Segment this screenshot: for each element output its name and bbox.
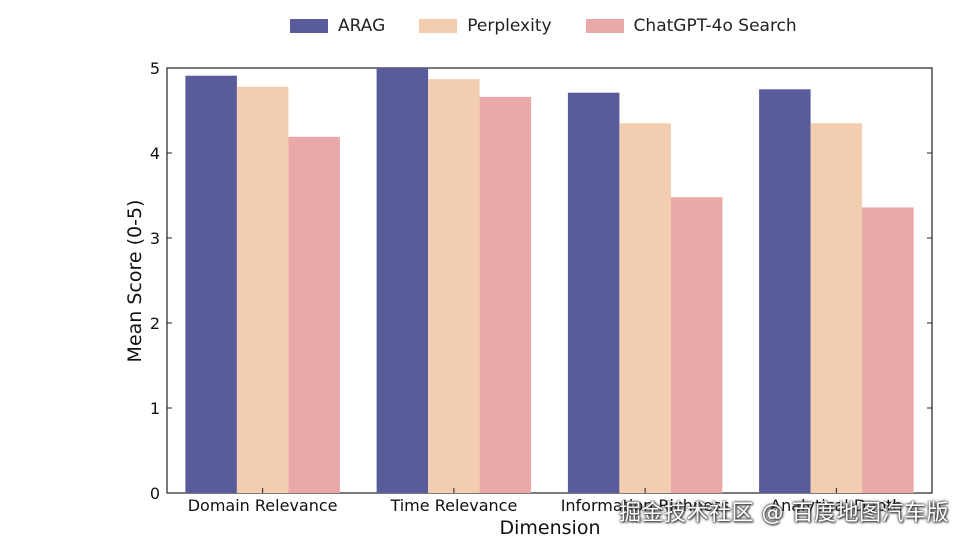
x-axis-label: Dimension [500, 517, 601, 539]
bar-perplexity-1 [428, 79, 480, 493]
bar-chatgpt-4o-search-1 [479, 96, 532, 494]
bar-arag-2 [567, 92, 620, 493]
y-tick-label: 4 [150, 144, 160, 163]
x-tick-label: Domain Relevance [188, 496, 338, 515]
y-tick-label: 3 [150, 229, 160, 248]
bar-arag-1 [376, 68, 429, 493]
legend-swatch-arag [290, 19, 328, 33]
watermark: 掘金技术社区 @ 百度地图汽车版 [619, 501, 949, 526]
legend: ARAG Perplexity ChatGPT-4o Search [290, 14, 831, 38]
bar-chatgpt-4o-search-3 [862, 207, 914, 493]
legend-label-chatgpt: ChatGPT-4o Search [633, 16, 797, 36]
legend-item-arag: ARAG [290, 16, 385, 36]
legend-swatch-perplexity [419, 19, 458, 33]
axes-frame [166, 67, 933, 494]
y-tick-label: 1 [150, 399, 160, 418]
legend-swatch-chatgpt [585, 19, 624, 33]
x-tick-label: Time Relevance [389, 496, 517, 515]
x-tick-label: Analytical Depth [770, 496, 902, 515]
bar-perplexity-0 [236, 86, 289, 493]
x-ticks: Domain Relevance Time Relevance Informatio… [188, 488, 903, 515]
y-tick-label: 2 [150, 314, 160, 333]
legend-label-perplexity: Perplexity [467, 16, 552, 36]
legend-item-chatgpt: ChatGPT-4o Search [585, 16, 797, 36]
x-tick-label: Information Richness [561, 496, 730, 515]
bar-perplexity-2 [619, 123, 671, 494]
bar-chatgpt-4o-search-2 [670, 197, 723, 493]
bar-chatgpt-4o-search-0 [288, 136, 340, 494]
y-tick-label: 5 [150, 59, 160, 78]
plot-frame [166, 67, 933, 494]
y-ticks: 0 1 2 3 4 5 [150, 59, 932, 503]
y-axis-label: Mean Score (0-5) [124, 200, 146, 363]
legend-label-arag: ARAG [338, 16, 386, 36]
y-tick-label: 0 [150, 484, 160, 503]
bar-arag-0 [185, 75, 237, 493]
bar-perplexity-3 [810, 123, 863, 494]
bar-arag-3 [759, 89, 811, 494]
legend-item-perplexity: Perplexity [419, 16, 552, 36]
bars-group [185, 68, 914, 494]
